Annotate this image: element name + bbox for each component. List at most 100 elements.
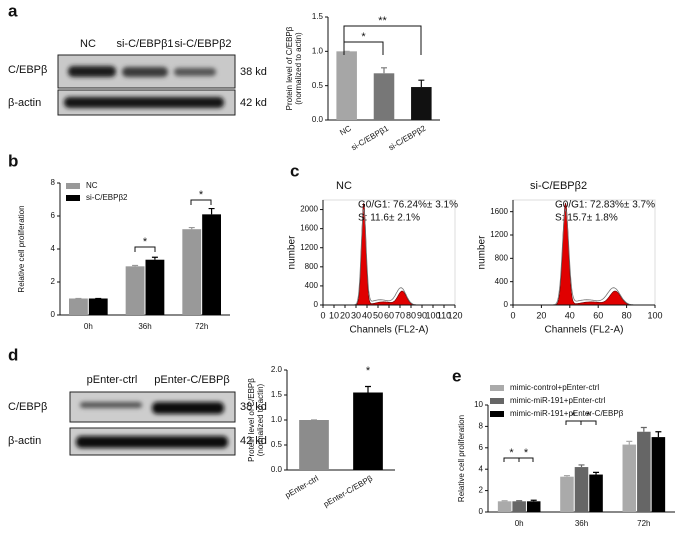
y-axis-label: Relative cell proliferation (17, 205, 26, 292)
y-tick-label: 2 (51, 277, 56, 286)
legend-label: mimic-miR-191+pEnter-ctrl (510, 396, 606, 405)
error-bar (188, 226, 195, 230)
y-tick-label: 400 (495, 277, 509, 286)
legend-label: mimic-control+pEnter-ctrl (510, 383, 599, 392)
x-tick-label: 110 (437, 310, 451, 320)
y-axis-label: Protein level of C/EBPβ (285, 26, 294, 110)
x-axis-label: Channels (FL2-A) (545, 325, 624, 336)
row-label: β-actin (8, 435, 41, 447)
significance-mark: * (143, 236, 148, 248)
significance-mark: * (509, 447, 514, 459)
significance-bracket (580, 420, 597, 425)
bar (526, 501, 541, 512)
error-bar (418, 79, 425, 88)
blot (57, 54, 236, 116)
y-tick-label: 0 (504, 300, 509, 309)
x-tick-label: 60 (384, 310, 394, 320)
x-tick-label: 0h (515, 519, 524, 528)
error-bar (578, 464, 585, 468)
x-tick-label: si-C/EBPβ1 (350, 123, 391, 152)
x-tick-label: 20 (536, 310, 546, 320)
y-axis-label: Protein level of C/EBPβ (247, 378, 256, 462)
row-label: C/EBPβ (8, 401, 47, 413)
y-tick-label: 8 (51, 178, 56, 187)
significance-mark: * (571, 410, 576, 422)
legend-swatch (490, 411, 504, 417)
x-tick-label: 0 (320, 310, 325, 320)
significance-bracket (134, 246, 156, 252)
y-tick-label: 2.0 (271, 365, 283, 374)
chart-title: si-C/EBPβ2 (530, 180, 587, 192)
x-tick-label: 0 (510, 310, 515, 320)
y-tick-label: 0.5 (312, 81, 324, 90)
bar (512, 501, 526, 512)
bar (145, 259, 165, 315)
x-tick-label: 80 (622, 310, 632, 320)
y-tick-label: 1600 (490, 207, 508, 216)
x-tick-label: 36h (138, 322, 151, 331)
panel-label: a (8, 1, 18, 20)
annotation: S: 15.7± 1.8% (555, 213, 618, 224)
x-tick-label: pEnter-C/EBPβ (322, 474, 374, 509)
size-label: 42 kd (240, 97, 267, 109)
y-tick-label: 2 (479, 486, 484, 495)
significance-mark: ** (378, 15, 387, 27)
error-bar (501, 500, 508, 502)
size-label: 42 kd (240, 435, 267, 447)
x-axis-label: Channels (FL2-A) (350, 325, 429, 336)
annotation: G0/G1: 76.24%± 3.1% (358, 200, 458, 211)
y-tick-label: 1.0 (312, 46, 324, 55)
panel-label: b (8, 151, 18, 170)
bar (411, 87, 432, 120)
lane-label: pEnter-ctrl (87, 374, 138, 386)
x-tick-label: 0h (84, 322, 93, 331)
bar (651, 437, 666, 512)
bar (202, 214, 221, 315)
significance-bracket (343, 25, 422, 55)
x-tick-label: 100 (425, 310, 440, 320)
bar (125, 266, 145, 315)
panel-label: d (8, 345, 18, 364)
lane-label: NC (80, 38, 96, 50)
y-tick-label: 1.5 (312, 12, 324, 21)
lane-label: si-C/EBPβ2 (174, 38, 231, 50)
legend-label: NC (86, 181, 98, 190)
x-tick-label: 20 (340, 310, 350, 320)
significance-bracket (190, 199, 212, 205)
x-tick-label: 36h (575, 519, 588, 528)
y-tick-label: 6 (479, 443, 484, 452)
bar (336, 51, 357, 121)
x-tick-label: 90 (417, 310, 427, 320)
significance-mark: * (199, 189, 204, 201)
y-tick-label: 400 (305, 281, 319, 290)
panel-label: e (452, 366, 461, 385)
y-tick-label: 0.5 (271, 440, 283, 449)
y-tick-label: 4 (51, 244, 56, 253)
x-tick-label: 80 (406, 310, 416, 320)
lane-label: pEnter-C/EBPβ (154, 374, 229, 386)
y-tick-label: 10 (474, 400, 483, 409)
x-tick-label: 40 (565, 310, 575, 320)
error-bar (365, 385, 371, 393)
bar (69, 298, 88, 315)
y-axis-label: (normalized to actin) (294, 32, 303, 105)
error-bar (593, 471, 600, 475)
significance-bracket (518, 457, 534, 462)
x-tick-label: 70 (395, 310, 405, 320)
bar (637, 431, 651, 512)
significance-mark: * (361, 31, 366, 43)
annotation: G0/G1: 72.83%± 3.7% (555, 200, 655, 211)
x-tick-label: si-C/EBPβ2 (387, 123, 428, 152)
size-label: 38 kd (240, 401, 267, 413)
error-bar (516, 500, 523, 502)
x-tick-label: 100 (647, 310, 662, 320)
error-bar (151, 256, 158, 260)
size-label: 38 kd (240, 66, 267, 78)
error-bar (626, 440, 633, 445)
x-tick-label: 72h (637, 519, 650, 528)
y-tick-label: 4 (479, 464, 484, 473)
x-tick-label: 60 (593, 310, 603, 320)
significance-mark: * (366, 365, 371, 377)
y-tick-label: 1.0 (271, 415, 283, 424)
x-tick-label: 120 (447, 310, 462, 320)
